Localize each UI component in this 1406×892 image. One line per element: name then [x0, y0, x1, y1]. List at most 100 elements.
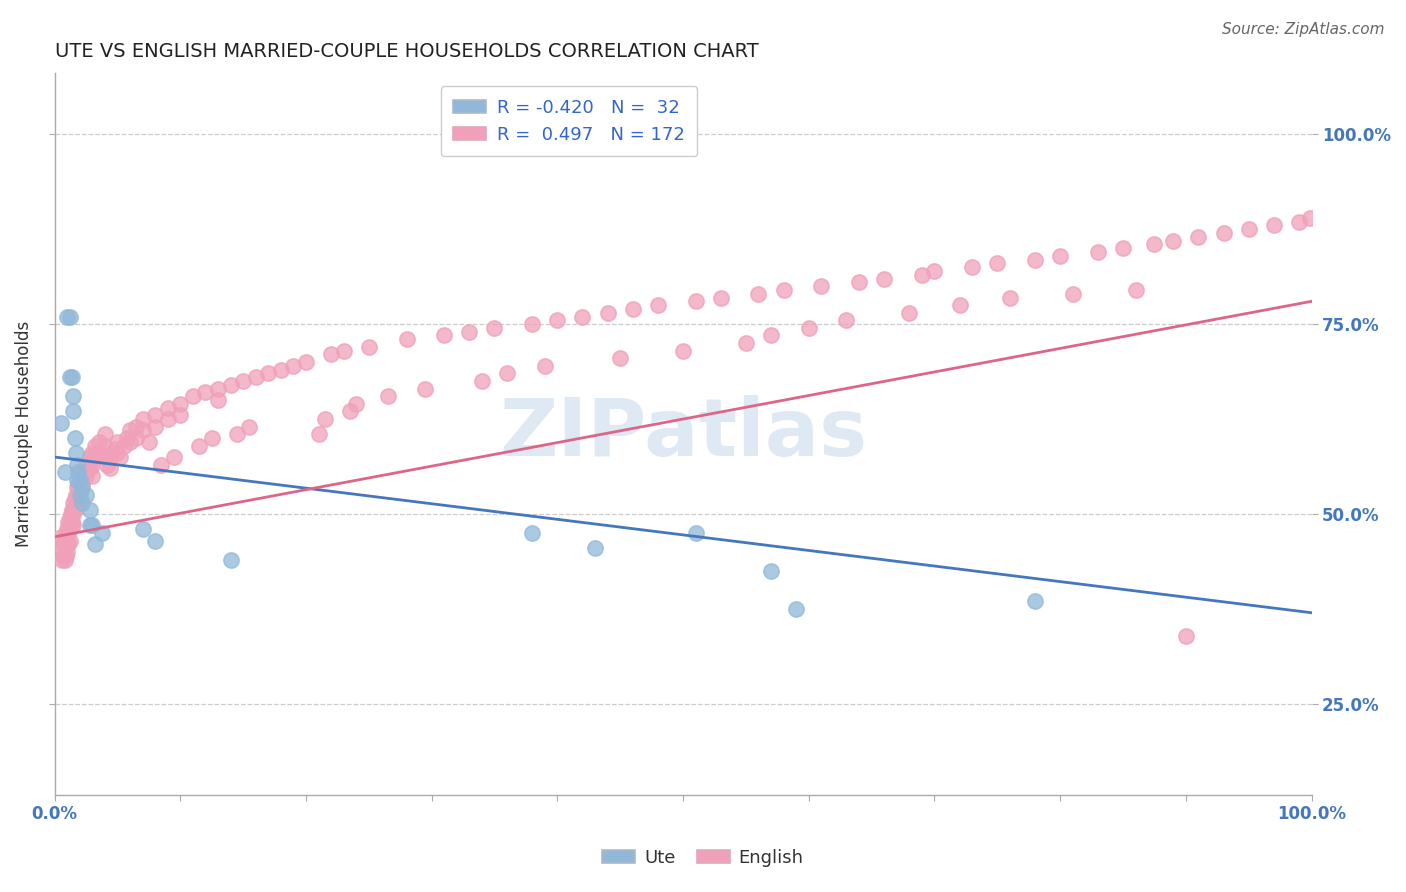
Point	[75, 469, 97, 483]
Point	[56, 522, 79, 536]
Point	[83, 450, 105, 464]
Text: ZIPatlas: ZIPatlas	[499, 395, 868, 474]
Point	[163, 450, 186, 464]
Point	[344, 397, 367, 411]
Point	[56, 545, 79, 559]
Point	[65, 500, 87, 514]
Point	[59, 533, 82, 548]
Legend: R = -0.420   N =  32, R =  0.497   N = 172: R = -0.420 N = 32, R = 0.497 N = 172	[440, 86, 697, 156]
Point	[188, 439, 211, 453]
Point	[785, 602, 807, 616]
Point	[810, 279, 832, 293]
Point	[332, 343, 354, 358]
Point	[82, 518, 104, 533]
Point	[143, 409, 166, 423]
Point	[1112, 241, 1135, 255]
Point	[59, 522, 82, 536]
Point	[314, 412, 336, 426]
Point	[87, 434, 110, 449]
Point	[70, 495, 93, 509]
Point	[797, 321, 820, 335]
Point	[62, 389, 84, 403]
Point	[772, 283, 794, 297]
Point	[69, 473, 91, 487]
Point	[169, 397, 191, 411]
Point	[53, 465, 76, 479]
Point	[150, 458, 173, 472]
Point	[52, 537, 75, 551]
Point	[125, 431, 148, 445]
Text: UTE VS ENGLISH MARRIED-COUPLE HOUSEHOLDS CORRELATION CHART: UTE VS ENGLISH MARRIED-COUPLE HOUSEHOLDS…	[55, 42, 758, 61]
Point	[207, 382, 229, 396]
Point	[59, 518, 82, 533]
Point	[118, 424, 141, 438]
Point	[91, 526, 114, 541]
Point	[59, 510, 82, 524]
Point	[138, 434, 160, 449]
Point	[65, 446, 87, 460]
Point	[98, 461, 121, 475]
Point	[101, 446, 124, 460]
Point	[51, 541, 73, 556]
Point	[69, 473, 91, 487]
Point	[58, 526, 80, 541]
Point	[67, 465, 90, 479]
Point	[522, 526, 544, 541]
Point	[63, 431, 86, 445]
Point	[79, 503, 101, 517]
Text: Source: ZipAtlas.com: Source: ZipAtlas.com	[1222, 22, 1385, 37]
Point	[60, 503, 83, 517]
Point	[118, 434, 141, 449]
Point	[546, 313, 568, 327]
Point	[911, 268, 934, 282]
Point	[66, 458, 89, 472]
Point	[283, 359, 305, 373]
Point	[82, 469, 104, 483]
Point	[66, 480, 89, 494]
Point	[104, 442, 127, 457]
Point	[1024, 252, 1046, 267]
Point	[1024, 594, 1046, 608]
Point	[181, 389, 204, 403]
Point	[66, 491, 89, 506]
Point	[835, 313, 858, 327]
Point	[1237, 222, 1260, 236]
Y-axis label: Married-couple Households: Married-couple Households	[15, 321, 32, 548]
Point	[70, 476, 93, 491]
Point	[571, 310, 593, 324]
Point	[257, 367, 280, 381]
Point	[60, 515, 83, 529]
Point	[1049, 249, 1071, 263]
Point	[69, 484, 91, 499]
Point	[105, 434, 128, 449]
Point	[219, 377, 242, 392]
Point	[82, 458, 104, 472]
Point	[98, 450, 121, 464]
Point	[998, 291, 1021, 305]
Point	[924, 264, 946, 278]
Point	[143, 533, 166, 548]
Point	[131, 424, 153, 438]
Point	[339, 404, 361, 418]
Point	[55, 537, 77, 551]
Point	[759, 564, 782, 578]
Point	[747, 286, 769, 301]
Point	[960, 260, 983, 274]
Point	[156, 401, 179, 415]
Point	[238, 419, 260, 434]
Point	[62, 518, 84, 533]
Point	[458, 325, 481, 339]
Point	[94, 450, 117, 464]
Point	[83, 537, 105, 551]
Point	[49, 416, 72, 430]
Point	[848, 276, 870, 290]
Point	[82, 446, 104, 460]
Point	[51, 552, 73, 566]
Point	[1163, 234, 1185, 248]
Point	[79, 518, 101, 533]
Point	[63, 491, 86, 506]
Point	[83, 439, 105, 453]
Point	[898, 306, 921, 320]
Point	[685, 294, 707, 309]
Point	[1212, 226, 1234, 240]
